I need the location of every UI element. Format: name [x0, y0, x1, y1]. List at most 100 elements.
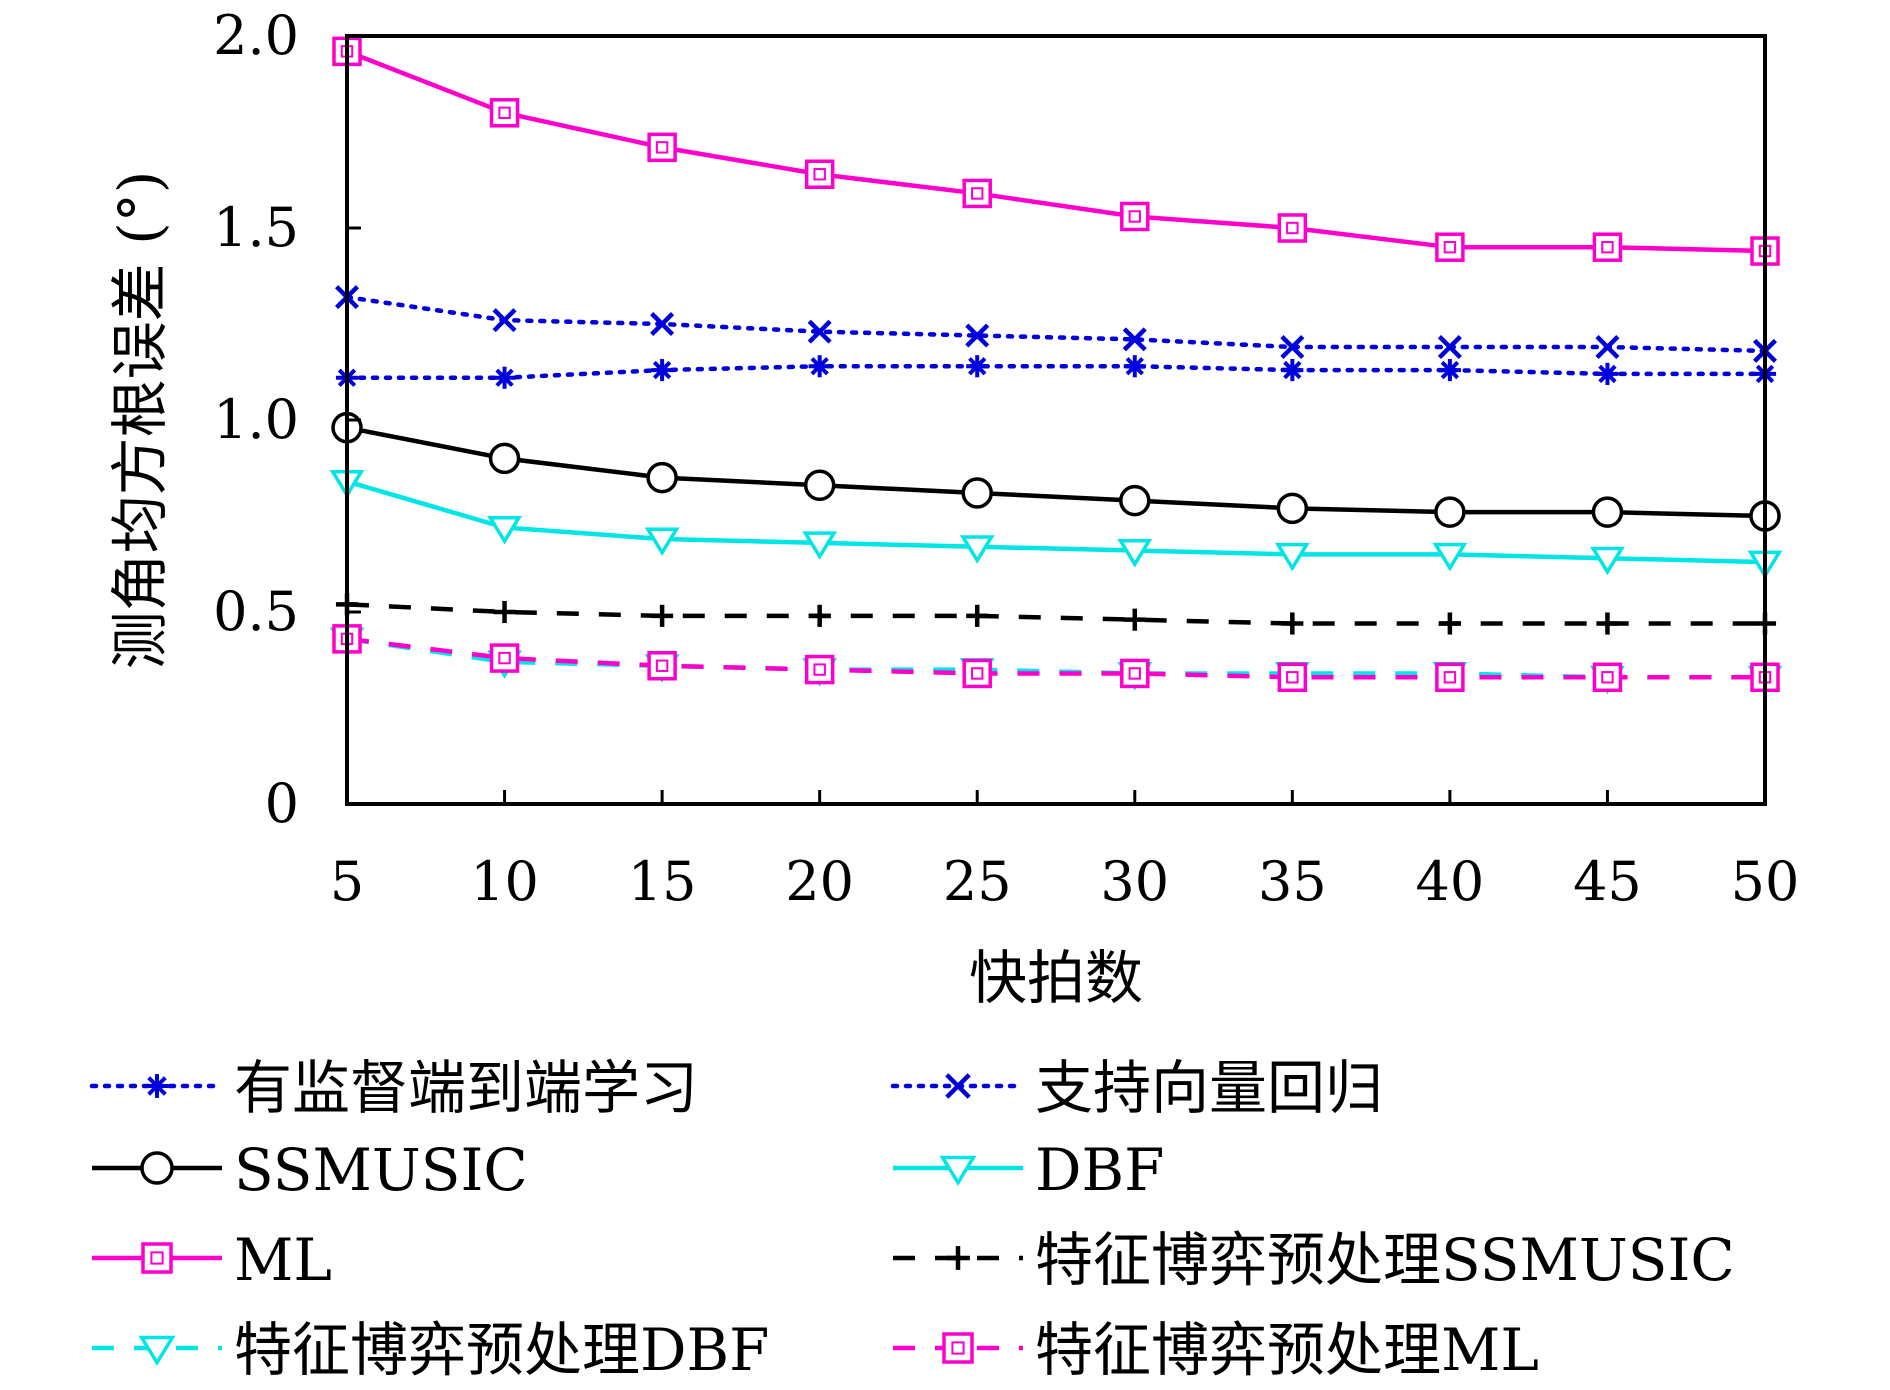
data-point — [945, 1073, 971, 1099]
series-line — [344, 294, 1768, 354]
data-point — [961, 477, 993, 509]
data-point-stroke — [968, 357, 987, 376]
data-point — [1591, 496, 1624, 528]
legend-item: 特征博弈预处理ML — [893, 1316, 1539, 1384]
data-point — [1123, 355, 1146, 378]
data-point — [492, 308, 517, 333]
data-point — [1119, 484, 1151, 517]
data-point — [1117, 539, 1153, 568]
series-line — [346, 636, 1765, 680]
series-layer — [329, 36, 1783, 695]
legend-label: DBF — [1035, 1136, 1164, 1204]
data-point-stroke — [807, 319, 832, 344]
data-point — [802, 531, 838, 560]
y-tick-label: 1.5 — [213, 196, 299, 259]
y-tick-label: 0 — [265, 772, 299, 835]
data-point — [1281, 612, 1304, 635]
series-6 — [329, 627, 1783, 695]
data-point — [1437, 335, 1462, 360]
series-0 — [335, 355, 1777, 389]
data-point — [644, 527, 680, 557]
data-point-stroke — [810, 357, 829, 376]
data-point-stroke — [1122, 327, 1147, 352]
data-point-stroke — [965, 323, 990, 348]
data-point-stroke — [1125, 357, 1144, 376]
data-point-stroke — [1598, 364, 1617, 384]
legend-label: 特征博弈预处理ML — [1035, 1316, 1539, 1384]
series-line — [344, 363, 1768, 381]
data-point — [647, 651, 677, 681]
data-point — [962, 178, 992, 209]
data-point — [1281, 359, 1304, 382]
data-point — [1435, 662, 1465, 693]
legend-item: 支持向量回归 — [890, 1054, 1383, 1122]
data-point — [803, 469, 836, 502]
series-4 — [332, 36, 1780, 266]
data-point — [1280, 335, 1305, 360]
y-tick-label: 0.5 — [213, 580, 299, 643]
data-point — [1276, 492, 1309, 525]
data-point — [804, 654, 835, 685]
data-point — [966, 604, 989, 627]
x-tick-label: 45 — [1573, 850, 1642, 913]
data-point — [1590, 546, 1625, 576]
legend-label: ML — [234, 1226, 332, 1294]
legend-label: 特征博弈预处理DBF — [234, 1316, 769, 1384]
data-point — [1122, 327, 1147, 352]
x-tick-label: 25 — [943, 850, 1012, 913]
data-point-inner — [498, 651, 511, 665]
legend-item: SSMUSIC — [92, 1136, 528, 1204]
data-point-stroke — [1280, 335, 1305, 360]
x-axis-label: 快拍数 — [969, 944, 1143, 1012]
series-1 — [335, 285, 1777, 363]
data-point-inner — [1286, 671, 1299, 684]
data-point-inner — [813, 168, 826, 181]
data-point — [1274, 542, 1310, 572]
data-point — [489, 98, 520, 128]
data-point-inner — [951, 1341, 965, 1355]
legend-label: 有监督端到端学习 — [234, 1054, 698, 1122]
legend-item: DBF — [893, 1136, 1164, 1204]
data-point — [647, 132, 677, 163]
data-point — [488, 442, 521, 475]
data-point-stroke — [147, 1076, 167, 1096]
data-point — [1277, 213, 1308, 243]
data-point — [145, 1074, 169, 1098]
data-point — [1592, 662, 1623, 693]
x-tick-label: 15 — [628, 850, 697, 913]
data-point — [1435, 232, 1465, 262]
legend-item: ML — [92, 1226, 332, 1294]
series-line — [346, 479, 1766, 565]
data-point — [942, 1332, 974, 1364]
x-tick-label: 35 — [1258, 850, 1327, 913]
data-point-inner — [1443, 671, 1457, 684]
data-point-stroke — [495, 368, 514, 387]
data-point — [808, 604, 831, 627]
data-point — [493, 366, 516, 389]
y-tick-label: 1.0 — [213, 388, 299, 451]
legend: 有监督端到端学习 支持向量回归 SSMUSIC DBF ML 特征博弈预处理SSMUSIC… — [89, 1054, 1735, 1384]
data-point-inner — [655, 141, 669, 154]
data-point-stroke — [650, 312, 675, 336]
data-point — [1434, 496, 1466, 528]
data-point — [807, 319, 832, 344]
data-point — [140, 1151, 174, 1185]
data-point-inner — [1601, 671, 1614, 684]
x-tick-label: 5 — [330, 850, 364, 913]
data-point — [1120, 201, 1150, 232]
data-point-inner — [150, 1251, 164, 1265]
data-point-stroke — [652, 360, 672, 380]
data-point — [1592, 232, 1623, 262]
data-point-stroke — [1595, 335, 1620, 360]
data-point — [651, 359, 674, 382]
data-point-inner — [1443, 241, 1457, 254]
legend-item: 有监督端到端学习 — [89, 1054, 698, 1122]
data-point — [1438, 612, 1461, 635]
data-point — [965, 323, 990, 348]
data-point-inner — [813, 663, 826, 676]
series-line — [346, 49, 1766, 254]
data-point — [493, 600, 516, 624]
series-3 — [329, 469, 1783, 580]
data-point — [946, 1246, 970, 1270]
legend-item: 特征博弈预处理SSMUSIC — [893, 1226, 1735, 1294]
